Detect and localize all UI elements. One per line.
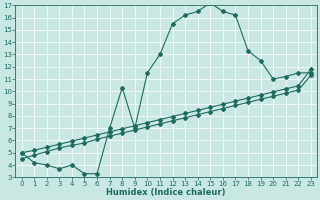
X-axis label: Humidex (Indice chaleur): Humidex (Indice chaleur) bbox=[107, 188, 226, 197]
